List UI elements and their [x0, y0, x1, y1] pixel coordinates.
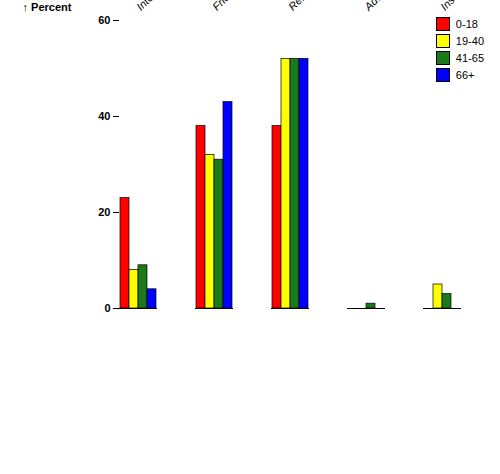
svg-text:Insurance company: Insurance company — [438, 0, 500, 13]
svg-text:Advertising: Advertising — [361, 0, 409, 13]
svg-text:20: 20 — [98, 206, 110, 218]
svg-text:Referred by medical profession: Referred by medical professional — [286, 0, 409, 13]
svg-text:0: 0 — [104, 302, 110, 314]
svg-text:60: 60 — [98, 14, 110, 26]
svg-text:40: 40 — [98, 110, 110, 122]
html-text:66+: 66+ — [455, 69, 475, 81]
svg-text:Friend/family referral: Friend/family referral — [210, 0, 290, 13]
html-text:19-40: 19-40 — [455, 35, 484, 47]
svg-text:↑ Percent: ↑ Percent — [23, 1, 72, 13]
html-text:41-65: 41-65 — [455, 52, 484, 64]
html-text:0-18: 0-18 — [455, 18, 478, 30]
